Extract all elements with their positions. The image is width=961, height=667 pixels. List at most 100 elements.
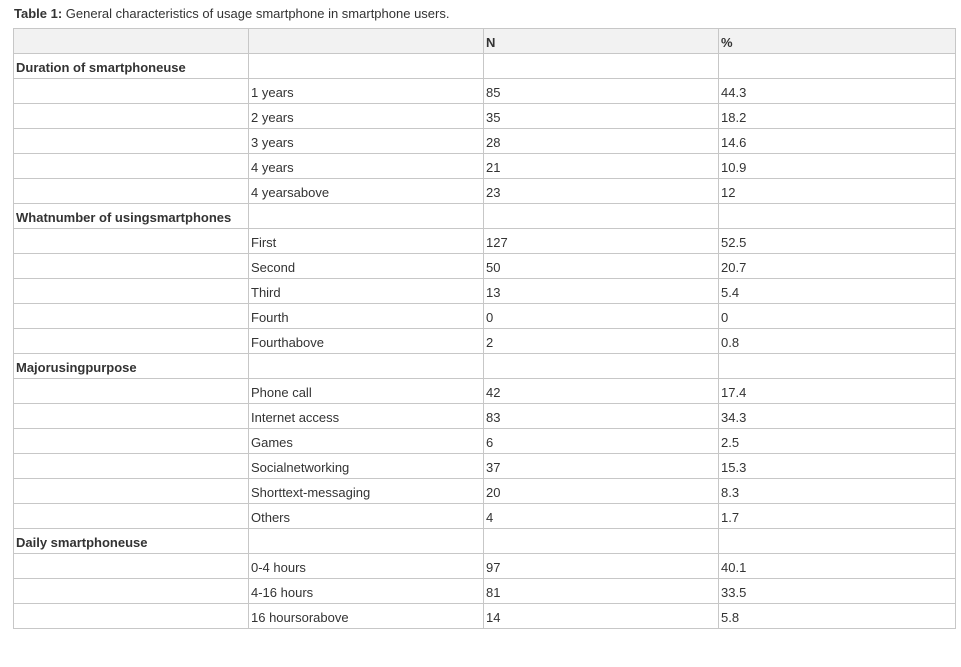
empty-cell [13,503,249,529]
n-cell: 2 [483,328,719,354]
empty-cell [718,528,956,554]
empty-cell [13,578,249,604]
row-label-cell: Socialnetworking [248,453,484,479]
row-label-cell: 3 years [248,128,484,154]
n-cell: 85 [483,78,719,104]
row-label-cell: Shorttext-messaging [248,478,484,504]
empty-cell [13,278,249,304]
empty-cell [483,353,719,379]
percent-cell: 20.7 [718,253,956,279]
group-title: Duration of smartphoneuse [13,53,249,79]
table-row: Third 13 5.4 [13,278,956,304]
percent-cell: 17.4 [718,378,956,404]
n-cell: 81 [483,578,719,604]
empty-cell [13,603,249,629]
table-row: Others 4 1.7 [13,503,956,529]
table-row: 4 years 21 10.9 [13,153,956,179]
group-row: Daily smartphoneuse [13,528,956,554]
table-row: 4-16 hours 81 33.5 [13,578,956,604]
table-row: 2 years 35 18.2 [13,103,956,129]
n-cell: 83 [483,403,719,429]
n-cell: 37 [483,453,719,479]
table-row: 16 hoursorabove 14 5.8 [13,603,956,629]
characteristics-table: N % Duration of smartphoneuse 1 years 85 44… [13,28,956,629]
row-label-cell: 4 years [248,153,484,179]
row-label-cell: Others [248,503,484,529]
row-label-cell: 4-16 hours [248,578,484,604]
percent-cell: 52.5 [718,228,956,254]
n-cell: 42 [483,378,719,404]
header-cell-category [13,28,249,54]
percent-cell: 34.3 [718,403,956,429]
percent-cell: 0 [718,303,956,329]
empty-cell [483,203,719,229]
percent-cell: 8.3 [718,478,956,504]
empty-cell [718,203,956,229]
percent-cell: 40.1 [718,553,956,579]
header-cell-n: N [483,28,719,54]
table-row: 1 years 85 44.3 [13,78,956,104]
empty-cell [718,53,956,79]
empty-cell [13,103,249,129]
n-cell: 20 [483,478,719,504]
caption-text: General characteristics of usage smartph… [62,6,450,21]
empty-cell [483,528,719,554]
empty-cell [13,153,249,179]
n-cell: 4 [483,503,719,529]
empty-cell [248,353,484,379]
header-cell-item [248,28,484,54]
empty-cell [13,428,249,454]
table-row: Phone call 42 17.4 [13,378,956,404]
table-body: N % Duration of smartphoneuse 1 years 85 44… [13,28,956,629]
table-row: 4 yearsabove 23 12 [13,178,956,204]
percent-cell: 33.5 [718,578,956,604]
row-label-cell: Games [248,428,484,454]
table-row: 0-4 hours 97 40.1 [13,553,956,579]
table-row: Fourthabove 2 0.8 [13,328,956,354]
group-title: Daily smartphoneuse [13,528,249,554]
empty-cell [13,403,249,429]
empty-cell [13,253,249,279]
percent-cell: 2.5 [718,428,956,454]
percent-cell: 44.3 [718,78,956,104]
row-label-cell: 0-4 hours [248,553,484,579]
row-label-cell: Internet access [248,403,484,429]
empty-cell [13,378,249,404]
row-label-cell: Second [248,253,484,279]
empty-cell [13,303,249,329]
row-label-cell: 16 hoursorabove [248,603,484,629]
group-title: Majorusingpurpose [13,353,249,379]
table-row: Fourth 0 0 [13,303,956,329]
row-label-cell: 4 yearsabove [248,178,484,204]
caption-label: Table 1: [14,6,63,21]
table-row: Socialnetworking 37 15.3 [13,453,956,479]
n-cell: 97 [483,553,719,579]
row-label-cell: Third [248,278,484,304]
row-label-cell: 1 years [248,78,484,104]
header-row: N % [13,28,956,54]
empty-cell [13,78,249,104]
empty-cell [248,528,484,554]
row-label-cell: 2 years [248,103,484,129]
empty-cell [13,328,249,354]
empty-cell [248,53,484,79]
percent-cell: 0.8 [718,328,956,354]
group-row: Duration of smartphoneuse [13,53,956,79]
n-cell: 0 [483,303,719,329]
table-row: First 127 52.5 [13,228,956,254]
empty-cell [13,478,249,504]
table-row: Shorttext-messaging 20 8.3 [13,478,956,504]
percent-cell: 5.8 [718,603,956,629]
percent-cell: 18.2 [718,103,956,129]
table-row: 3 years 28 14.6 [13,128,956,154]
empty-cell [13,453,249,479]
percent-cell: 12 [718,178,956,204]
percent-cell: 10.9 [718,153,956,179]
table-row: Games 6 2.5 [13,428,956,454]
empty-cell [13,228,249,254]
empty-cell [13,128,249,154]
row-label-cell: Fourthabove [248,328,484,354]
empty-cell [248,203,484,229]
row-label-cell: Fourth [248,303,484,329]
empty-cell [718,353,956,379]
